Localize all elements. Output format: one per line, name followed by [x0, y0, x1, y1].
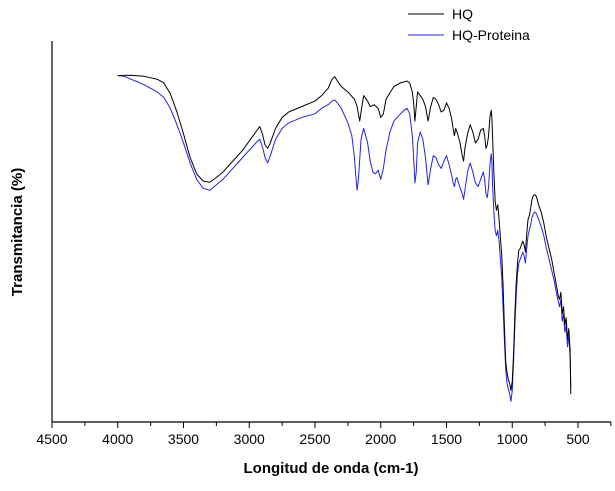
x-tick-label-500: 500: [566, 431, 590, 447]
x-tick-label-3500: 3500: [168, 431, 199, 447]
legend: HQ HQ-Proteina: [408, 6, 530, 43]
x-ticks: 4500 4000 3500 3000 2500 2000 1500 1000 500: [36, 422, 612, 447]
series-line-hq: [117, 74, 572, 395]
series-layer: [117, 74, 572, 402]
x-tick-label-2000: 2000: [365, 431, 396, 447]
x-tick-label-4500: 4500: [36, 431, 67, 447]
x-tick-label-4000: 4000: [102, 431, 133, 447]
legend-label-0: HQ: [452, 6, 473, 22]
x-tick-label-1000: 1000: [497, 431, 528, 447]
x-tick-label-2500: 2500: [299, 431, 330, 447]
plot-area: 4500 4000 3500 3000 2500 2000 1500 1000 500: [36, 41, 612, 447]
x-axis-title: Longitud de onda (cm-1): [244, 460, 419, 477]
x-tick-label-3000: 3000: [234, 431, 265, 447]
series-line-hq-proteina: [117, 75, 572, 402]
legend-label-1: HQ-Proteina: [452, 27, 530, 43]
x-tick-label-1500: 1500: [431, 431, 462, 447]
y-axis-title: Transmitancia (%): [9, 168, 26, 296]
